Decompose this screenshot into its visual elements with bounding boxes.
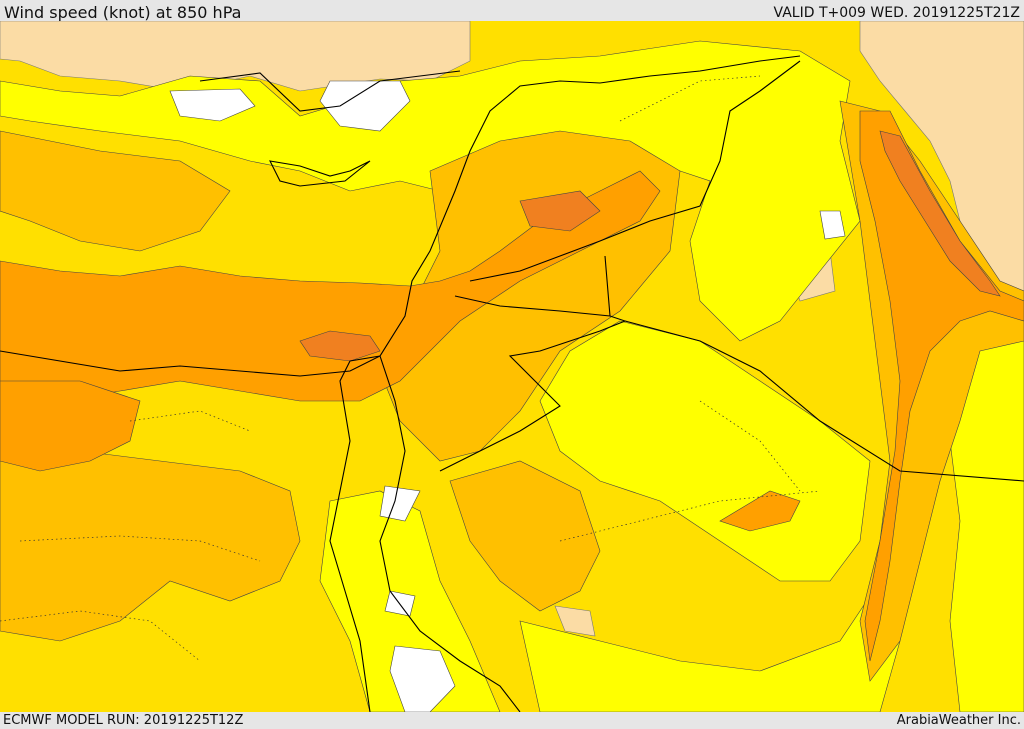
strong-wind-patch-east [719,490,801,532]
calm-area-cyprus [319,80,411,132]
wind-speed-map[interactable] [0,21,1024,712]
strongest-wind-zagros [879,130,1001,297]
brand-label: ArabiaWeather Inc. [896,713,1021,728]
strong-wind-band [0,170,661,412]
calm-zone-iran [859,21,1024,322]
header-bar: Wind speed (knot) at 850 hPa VALID T+009… [0,0,1024,22]
valid-time: VALID T+009 WED. 20191225T21Z [773,5,1020,21]
light-wind-zone-south [519,580,901,712]
footer-bar: ECMWF MODEL RUN: 20191225T12Z ArabiaWeat… [0,712,1024,729]
calm-area-anatolia [169,88,256,122]
strongest-wind-levant [519,190,601,232]
calm-area-iraq [819,210,846,240]
country-borders [0,55,1024,712]
admin-boundaries [0,75,821,662]
strong-wind-zagros [859,110,1024,662]
moderate-wind-med-north [0,130,231,252]
strong-wind-libya [0,380,141,472]
strongest-wind-core [299,330,381,362]
model-run-label: ECMWF MODEL RUN: 20191225T12Z [3,713,244,728]
moderate-wind-arabia [449,460,601,612]
calm-area-red-sea [379,485,456,712]
calm-zone-anatolia [0,21,471,92]
moderate-wind-egypt [0,450,301,642]
map-title: Wind speed (knot) at 850 hPa [4,3,242,22]
